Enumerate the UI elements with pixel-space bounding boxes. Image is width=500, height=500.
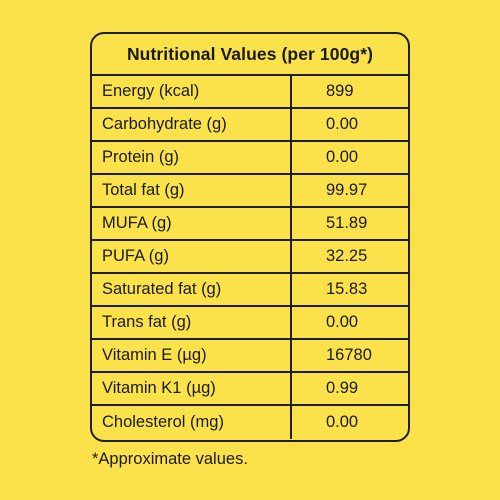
nutrient-name: PUFA (g) xyxy=(92,241,292,272)
nutrient-value: 0.00 xyxy=(326,148,359,166)
nutrient-name: Vitamin E (µg) xyxy=(92,340,292,371)
table-row: Vitamin K1 (µg) 0.99 xyxy=(92,373,408,406)
nutrient-value: 0.00 xyxy=(326,115,359,133)
table-row: PUFA (g) 32.25 xyxy=(92,241,408,274)
table-row: Cholesterol (mg) 0.00 xyxy=(92,406,408,439)
table-title: Nutritional Values (per 100g*) xyxy=(92,34,408,76)
table-row: Trans fat (g) 0.00 xyxy=(92,307,408,340)
nutrient-name: Energy (kcal) xyxy=(92,76,292,107)
nutrient-value: 51.89 xyxy=(326,214,368,232)
nutrient-name: Vitamin K1 (µg) xyxy=(92,373,292,404)
nutrient-name: Carbohydrate (g) xyxy=(92,109,292,140)
nutrient-value: 0.00 xyxy=(326,313,359,331)
nutrient-name: Total fat (g) xyxy=(92,175,292,206)
table-row: Protein (g) 0.00 xyxy=(92,142,408,175)
table-row: Saturated fat (g) 15.83 xyxy=(92,274,408,307)
nutrient-name: Cholesterol (mg) xyxy=(92,406,292,439)
nutrient-value: 32.25 xyxy=(326,247,368,265)
table-row: Vitamin E (µg) 16780 xyxy=(92,340,408,373)
nutrient-value: 0.00 xyxy=(326,413,359,431)
nutrient-name: Trans fat (g) xyxy=(92,307,292,338)
nutrient-name: MUFA (g) xyxy=(92,208,292,239)
nutrient-value: 0.99 xyxy=(326,379,359,397)
table-row: Energy (kcal) 899 xyxy=(92,76,408,109)
nutrient-value: 16780 xyxy=(326,346,372,364)
table-row: MUFA (g) 51.89 xyxy=(92,208,408,241)
nutrient-value: 899 xyxy=(326,82,354,100)
table-body: Energy (kcal) 899 Carbohydrate (g) 0.00 … xyxy=(92,76,408,439)
nutrient-name: Saturated fat (g) xyxy=(92,274,292,305)
nutrition-table: Nutritional Values (per 100g*) Energy (k… xyxy=(90,32,410,442)
table-row: Carbohydrate (g) 0.00 xyxy=(92,109,408,142)
nutrient-name: Protein (g) xyxy=(92,142,292,173)
nutrient-value: 99.97 xyxy=(326,181,368,199)
footnote: *Approximate values. xyxy=(92,450,248,468)
nutrient-value: 15.83 xyxy=(326,280,368,298)
table-row: Total fat (g) 99.97 xyxy=(92,175,408,208)
